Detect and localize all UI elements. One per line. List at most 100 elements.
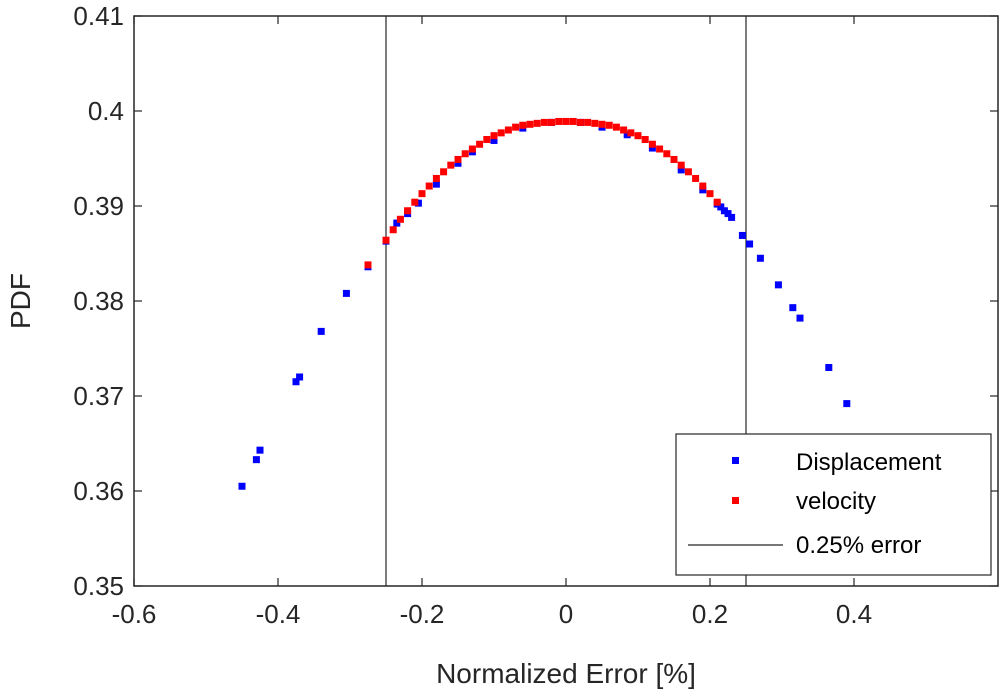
velocity-point	[612, 123, 620, 131]
velocity-point	[598, 120, 606, 128]
velocity-point	[497, 129, 505, 137]
velocity-point	[641, 136, 649, 143]
legend-marker-velocity	[732, 497, 739, 504]
velocity-point	[447, 161, 455, 169]
velocity-point	[504, 126, 512, 134]
displacement-point	[623, 131, 631, 139]
velocity-point	[684, 168, 692, 176]
x-tick-label: 0.2	[692, 599, 728, 629]
displacement-point	[717, 203, 725, 211]
velocity-point	[468, 145, 476, 153]
velocity-point	[692, 174, 700, 182]
velocity-point	[512, 123, 520, 131]
velocity-point	[418, 190, 426, 198]
displacement-point	[843, 400, 851, 408]
x-tick-label: -0.2	[400, 599, 445, 629]
displacement-point	[454, 159, 462, 167]
legend-box	[675, 433, 992, 576]
velocity-point	[389, 226, 397, 234]
velocity-point	[411, 198, 419, 206]
legend: Displacement velocity 0.25% error	[675, 433, 992, 576]
displacement-point	[648, 144, 656, 152]
displacement-point	[292, 378, 300, 386]
velocity-point	[540, 118, 548, 126]
displacement-point	[746, 240, 754, 248]
legend-marker-displacement	[732, 457, 739, 464]
displacement-point	[414, 199, 422, 207]
velocity-point	[713, 198, 721, 206]
velocity-point	[364, 261, 372, 269]
velocity-point	[555, 117, 563, 125]
displacement-point	[296, 373, 304, 381]
velocity-point	[490, 132, 498, 140]
velocity-point	[584, 118, 592, 126]
velocity-point	[461, 150, 469, 158]
velocity-point	[432, 174, 440, 182]
displacement-point	[238, 482, 246, 490]
displacement-point	[724, 210, 732, 218]
legend-label-displacement: Displacement	[796, 449, 942, 476]
displacement-point	[252, 456, 260, 464]
y-tick-label: 0.38	[73, 286, 124, 316]
velocity-point	[627, 129, 635, 137]
velocity-point	[476, 140, 484, 148]
y-axis-ticks: 0.35 0.36 0.37 0.38 0.39 0.4 0.41	[73, 1, 998, 601]
x-tick-label: 0	[559, 599, 573, 629]
x-tick-label: -0.4	[256, 599, 301, 629]
x-axis-ticks: -0.6 -0.4 -0.2 0 0.2 0.4	[112, 16, 872, 629]
displacement-point	[432, 180, 440, 188]
displacement-point	[796, 314, 804, 322]
displacement-point	[774, 281, 782, 289]
displacement-point	[728, 213, 736, 221]
velocity-point	[670, 155, 678, 163]
velocity-point	[605, 121, 613, 129]
displacement-point	[738, 231, 746, 239]
velocity-point	[634, 132, 642, 140]
velocity-point	[677, 161, 685, 169]
legend-label-velocity: velocity	[796, 488, 876, 515]
velocity-point	[548, 118, 556, 126]
y-tick-label: 0.37	[73, 381, 124, 411]
y-tick-label: 0.39	[73, 191, 124, 221]
velocity-point	[699, 182, 707, 190]
displacement-point	[699, 186, 707, 194]
legend-label-error: 0.25% error	[796, 532, 921, 559]
y-tick-label: 0.36	[73, 476, 124, 506]
velocity-point	[591, 119, 599, 127]
velocity-point	[483, 136, 491, 143]
y-tick-label: 0.35	[73, 571, 124, 601]
velocity-point	[382, 236, 390, 244]
velocity-point	[663, 150, 671, 158]
displacement-point	[393, 219, 401, 227]
velocity-point	[648, 140, 656, 148]
velocity-point	[396, 215, 404, 223]
data-series	[238, 117, 851, 490]
velocity-point	[562, 117, 570, 125]
displacement-point	[317, 327, 325, 335]
velocity-point	[706, 190, 714, 198]
velocity-point	[656, 145, 664, 153]
velocity-point	[533, 119, 541, 127]
x-tick-label: 0.4	[836, 599, 872, 629]
displacement-point	[825, 364, 833, 371]
velocity-point	[454, 155, 462, 163]
displacement-point	[789, 304, 797, 312]
velocity-point	[425, 182, 433, 190]
velocity-point	[569, 117, 577, 125]
y-tick-label: 0.4	[88, 96, 124, 126]
velocity-point	[519, 121, 527, 129]
displacement-point	[342, 289, 350, 297]
x-tick-label: -0.6	[112, 599, 157, 629]
displacement-point	[256, 446, 264, 454]
velocity-point	[440, 168, 448, 176]
displacement-point	[677, 166, 685, 174]
velocity-point	[526, 120, 534, 128]
y-tick-label: 0.41	[73, 1, 124, 31]
y-axis-label: PDF	[5, 273, 36, 329]
series-velocity	[364, 117, 721, 269]
velocity-point	[576, 118, 584, 126]
displacement-point	[490, 136, 498, 144]
x-axis-label: Normalized Error [%]	[436, 658, 696, 689]
displacement-point	[720, 207, 728, 215]
velocity-point	[620, 126, 628, 134]
